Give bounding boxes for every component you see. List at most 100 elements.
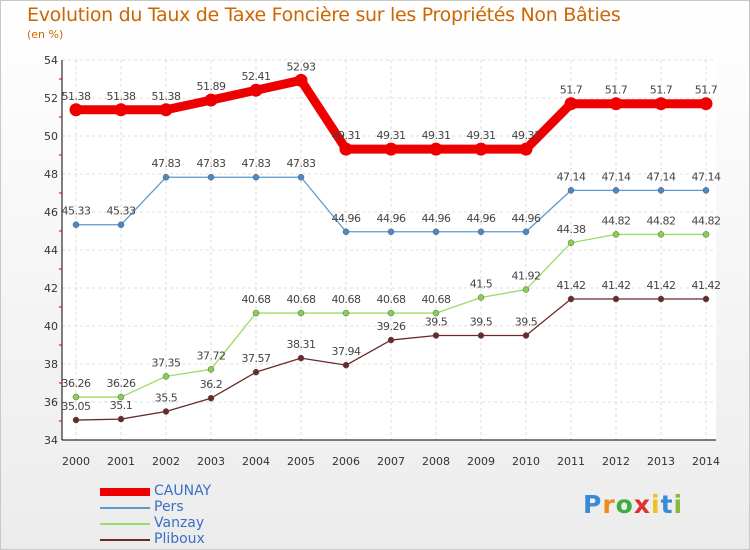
- data-label-caunay: 49.31: [422, 129, 451, 142]
- x-tick-label: 2004: [242, 455, 270, 468]
- data-point-pliboux: [432, 332, 440, 339]
- data-label-pers: 45.33: [62, 205, 91, 218]
- data-point-pers: [567, 187, 575, 194]
- logo-letter: t: [660, 490, 674, 519]
- data-label-caunay: 51.7: [695, 84, 718, 97]
- x-tick-label: 2014: [692, 455, 720, 468]
- data-point-caunay: [699, 97, 713, 111]
- data-label-caunay: 51.7: [560, 84, 583, 97]
- data-point-pliboux: [207, 394, 215, 402]
- logo-letter: P: [583, 490, 603, 519]
- y-tick-label: 42: [44, 282, 58, 295]
- data-label-pliboux: 39.5: [515, 316, 538, 329]
- data-point-pliboux: [657, 295, 665, 303]
- data-label-vanzay: 40.68: [332, 293, 361, 306]
- data-label-pers: 44.96: [467, 212, 496, 225]
- line-chart: 34 36 38 40 42 44 46 48 50 52 54 2000 2001 2002 2003 20…: [44, 54, 721, 468]
- data-point-pers: [612, 187, 620, 194]
- data-point-pliboux: [702, 295, 710, 303]
- data-point-pers: [657, 187, 665, 194]
- data-point-pers: [297, 173, 305, 181]
- y-tick-label: 54: [44, 54, 58, 67]
- legend-swatch-pliboux: [100, 539, 150, 541]
- data-label-vanzay: 44.82: [647, 214, 676, 227]
- data-label-pers: 47.83: [242, 157, 271, 170]
- x-tick-label: 2009: [467, 455, 495, 468]
- data-point-pliboux: [567, 295, 575, 303]
- data-point-pers: [117, 221, 125, 228]
- data-label-pers: 47.83: [152, 157, 181, 170]
- data-point-pers: [162, 173, 170, 181]
- data-point-caunay: [294, 73, 308, 87]
- data-point-vanzay: [252, 309, 260, 317]
- data-label-caunay: 51.38: [62, 90, 91, 103]
- data-label-pliboux: 37.94: [332, 345, 361, 358]
- data-label-pers: 47.14: [602, 170, 631, 183]
- chart-subtitle: (en %): [27, 28, 64, 41]
- data-point-vanzay: [702, 231, 710, 238]
- data-label-vanzay: 36.26: [107, 377, 136, 390]
- logo-letter: x: [633, 490, 651, 519]
- data-label-pliboux: 38.31: [287, 338, 316, 351]
- legend-label-pliboux: Pliboux: [154, 531, 205, 547]
- data-label-pers: 44.96: [332, 212, 361, 225]
- legend-item-caunay: CAUNAY: [100, 483, 300, 500]
- data-label-pers: 44.96: [377, 212, 406, 225]
- data-label-pliboux: 36.2: [200, 378, 223, 391]
- data-label-pers: 45.33: [107, 205, 136, 218]
- data-point-vanzay: [612, 231, 620, 238]
- data-label-caunay: 52.41: [242, 70, 271, 83]
- data-point-vanzay: [567, 239, 575, 247]
- data-label-vanzay: 40.68: [242, 293, 271, 306]
- x-tick-label: 2001: [107, 455, 135, 468]
- data-point-caunay: [159, 103, 173, 117]
- data-point-pliboux: [342, 361, 350, 369]
- data-label-caunay: 51.7: [605, 84, 628, 97]
- legend-swatch-pers: [100, 507, 150, 509]
- data-point-pliboux: [477, 332, 485, 339]
- y-tick-label: 50: [44, 130, 58, 143]
- data-label-caunay: 51.7: [650, 84, 673, 97]
- data-point-pliboux: [387, 336, 395, 344]
- legend-label-caunay: CAUNAY: [154, 483, 212, 499]
- logo-letter: i: [673, 490, 684, 519]
- data-label-vanzay: 40.68: [287, 293, 316, 306]
- x-tick-label: 2002: [152, 455, 180, 468]
- logo-letter: i: [651, 490, 661, 519]
- data-label-caunay: 51.38: [107, 90, 136, 103]
- x-tick-label: 2007: [377, 455, 405, 468]
- data-point-pers: [387, 228, 395, 236]
- chart-title: Evolution du Taux de Taxe Foncière sur l…: [27, 4, 621, 26]
- legend-label-pers: Pers: [154, 499, 184, 515]
- legend-item-pers: Pers: [100, 499, 300, 516]
- data-label-vanzay: 44.82: [692, 214, 721, 227]
- data-point-pliboux: [162, 408, 170, 415]
- logo-letter: o: [615, 490, 634, 519]
- data-point-caunay: [384, 142, 398, 156]
- data-point-caunay: [564, 97, 578, 111]
- data-point-pers: [702, 187, 710, 194]
- y-tick-label: 34: [44, 434, 58, 447]
- data-point-caunay: [474, 142, 488, 156]
- data-label-pliboux: 37.57: [242, 352, 271, 365]
- x-tick-label: 2006: [332, 455, 360, 468]
- x-tick-label: 2008: [422, 455, 450, 468]
- data-point-pers: [432, 228, 440, 236]
- x-tick-label: 2011: [557, 455, 585, 468]
- data-point-vanzay: [432, 309, 440, 317]
- y-tick-label: 44: [44, 244, 58, 257]
- legend-swatch-vanzay: [100, 523, 150, 525]
- data-label-vanzay: 37.35: [152, 356, 181, 369]
- data-label-vanzay: 41.5: [470, 278, 493, 291]
- data-label-pers: 47.14: [647, 170, 676, 183]
- data-point-pliboux: [522, 332, 530, 339]
- data-label-pers: 44.96: [512, 212, 541, 225]
- data-point-pers: [522, 228, 530, 236]
- data-point-pers: [477, 228, 485, 236]
- data-label-pers: 47.14: [692, 170, 721, 183]
- data-point-caunay: [519, 142, 533, 156]
- data-label-pliboux: 39.26: [377, 320, 406, 333]
- data-label-caunay: 49.31: [377, 129, 406, 142]
- x-tick-label: 2010: [512, 455, 540, 468]
- legend-item-vanzay: Vanzay: [100, 515, 300, 532]
